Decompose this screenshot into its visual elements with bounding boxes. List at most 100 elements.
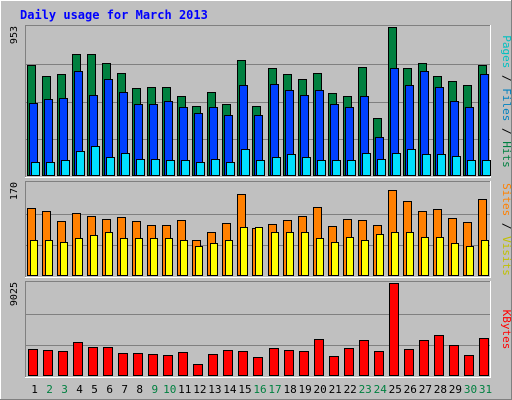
bar-pages-day-23: [362, 153, 371, 176]
bar-visits-day-3: [60, 242, 68, 276]
bar-visits-day-23: [361, 240, 369, 276]
bar-visits-day-18: [286, 232, 294, 276]
bar-visits-day-27: [421, 237, 429, 276]
bar-pages-day-8: [136, 159, 145, 176]
x-tick-label-day-4: 4: [76, 383, 83, 396]
bar-visits-day-29: [451, 243, 459, 276]
bar-kbytes-day-2: [43, 350, 53, 376]
bar-pages-day-24: [377, 159, 386, 176]
bar-pages-day-25: [392, 153, 401, 176]
bar-pages-day-16: [256, 160, 265, 176]
bar-pages-day-19: [302, 157, 311, 176]
bar-pages-day-1: [31, 162, 40, 176]
bar-kbytes-day-26: [404, 349, 414, 376]
bar-pages-day-27: [422, 154, 431, 176]
bar-kbytes-day-29: [449, 345, 459, 376]
panel-hits-files-pages: 953 Pages / Files / Hits: [9, 25, 512, 178]
bar-visits-day-11: [180, 240, 188, 276]
right-legend-label: Sites / Visits: [500, 183, 512, 276]
x-tick-label-day-20: 20: [313, 383, 326, 396]
x-tick-label-day-28: 28: [434, 383, 447, 396]
x-tick-label-day-10: 10: [163, 383, 176, 396]
bar-pages-day-4: [76, 151, 85, 176]
right-legend-label: KBytes: [500, 310, 512, 350]
right-legend-label: Pages / Files / Hits: [500, 35, 512, 168]
x-tick-label-day-9: 9: [151, 383, 158, 396]
bar-kbytes-day-11: [178, 352, 188, 376]
bar-kbytes-day-1: [28, 349, 38, 376]
bar-kbytes-day-7: [118, 353, 128, 376]
x-tick-label-day-23: 23: [359, 383, 372, 396]
bar-kbytes-day-3: [58, 351, 68, 376]
bar-pages-day-9: [151, 159, 160, 176]
bar-kbytes-day-8: [133, 353, 143, 376]
bar-visits-day-12: [195, 246, 203, 276]
bar-visits-day-1: [30, 240, 38, 276]
bar-pages-day-26: [407, 149, 416, 176]
bar-pages-day-6: [106, 157, 115, 176]
bar-visits-day-17: [271, 232, 279, 276]
x-tick-label-day-18: 18: [283, 383, 296, 396]
bar-visits-day-10: [165, 238, 173, 276]
x-tick-label-day-16: 16: [253, 383, 266, 396]
bar-visits-day-31: [481, 240, 489, 276]
bar-visits-day-21: [331, 242, 339, 276]
bar-kbytes-day-17: [269, 348, 279, 376]
right-legend-part: /: [500, 216, 512, 236]
bar-pages-day-11: [181, 160, 190, 176]
right-legend-part: Files: [500, 88, 512, 121]
bar-kbytes-day-6: [103, 347, 113, 376]
bar-pages-day-30: [467, 160, 476, 176]
bar-visits-day-26: [406, 232, 414, 276]
bar-pages-day-7: [121, 153, 130, 176]
bar-visits-day-2: [45, 240, 53, 276]
bar-pages-day-31: [482, 160, 491, 176]
bar-visits-day-20: [316, 238, 324, 276]
bar-kbytes-day-22: [344, 348, 354, 376]
bar-visits-day-8: [135, 238, 143, 276]
bar-visits-day-16: [255, 227, 263, 276]
bar-pages-day-14: [226, 162, 235, 176]
bar-kbytes-day-25: [389, 283, 399, 376]
x-tick-label-day-12: 12: [193, 383, 206, 396]
x-axis-day-labels: 1 2 3 4 5 6 7 8 9 10 11 12 13 14 15 16 17 18 19 20 21 22 23 24 2…: [31, 383, 492, 396]
bar-pages-day-21: [332, 160, 341, 176]
bar-kbytes-day-24: [374, 351, 384, 376]
bar-kbytes-day-9: [148, 354, 158, 376]
x-tick-label-day-11: 11: [178, 383, 191, 396]
bar-pages-day-13: [211, 159, 220, 176]
bar-kbytes-day-16: [253, 357, 263, 376]
bar-pages-day-3: [61, 160, 70, 176]
bar-visits-day-7: [120, 238, 128, 276]
x-tick-label-day-17: 17: [268, 383, 281, 396]
right-legend-part: Sites: [500, 183, 512, 216]
y-axis-max-label: 953: [9, 26, 20, 44]
bar-visits-day-24: [376, 234, 384, 276]
bar-kbytes-day-27: [419, 340, 429, 376]
right-legend-part: Pages: [500, 35, 512, 68]
bar-kbytes-day-23: [359, 340, 369, 376]
bar-pages-day-15: [241, 149, 250, 176]
bar-kbytes-day-31: [479, 338, 489, 376]
bar-kbytes-day-20: [314, 339, 324, 376]
x-tick-label-day-25: 25: [389, 383, 402, 396]
x-tick-label-day-14: 14: [223, 383, 237, 396]
y-axis-max-label: 170: [9, 182, 20, 200]
bar-visits-day-6: [105, 232, 113, 276]
bar-kbytes-day-18: [284, 350, 294, 376]
x-tick-label-day-31: 31: [479, 383, 492, 396]
x-tick-label-day-21: 21: [329, 383, 342, 396]
x-tick-label-day-5: 5: [91, 383, 98, 396]
x-tick-label-day-27: 27: [419, 383, 432, 396]
x-tick-label-day-1: 1: [31, 383, 38, 396]
bar-pages-day-29: [452, 156, 461, 176]
bar-visits-day-14: [225, 240, 233, 276]
bar-pages-day-22: [347, 160, 356, 176]
right-legend-part: Visits: [500, 236, 512, 276]
x-tick-label-day-2: 2: [46, 383, 53, 396]
chart-title: Daily usage for March 2013: [20, 8, 208, 22]
panel-kbytes: 9025 KBytes: [9, 281, 512, 378]
x-tick-label-day-13: 13: [208, 383, 221, 396]
bar-kbytes-day-14: [223, 350, 233, 376]
bar-kbytes-day-30: [464, 355, 474, 376]
